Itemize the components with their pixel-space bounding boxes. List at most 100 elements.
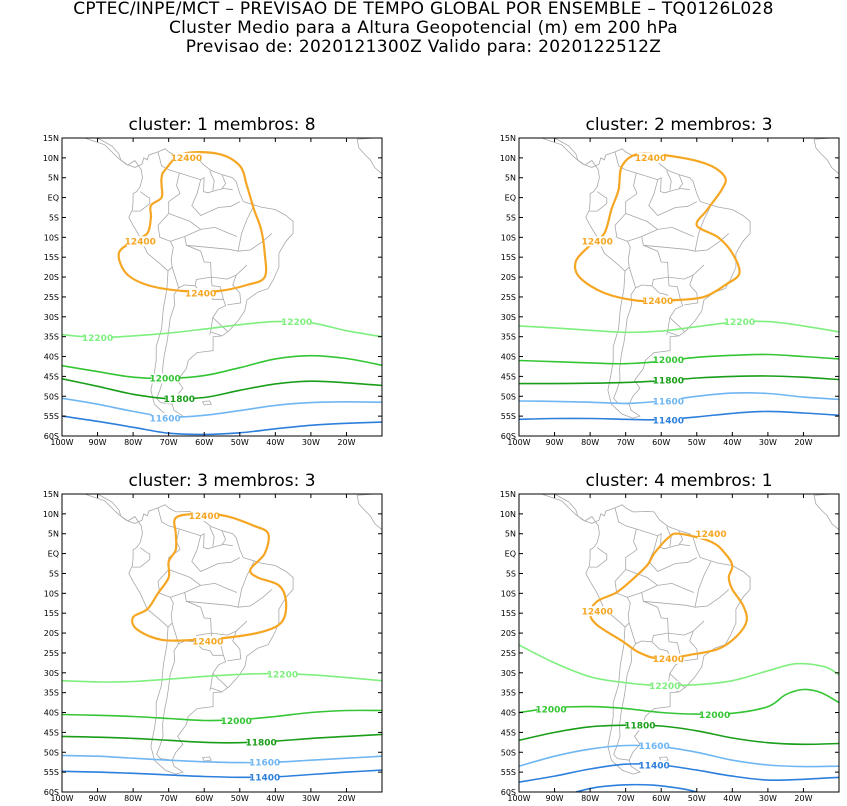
lat-label: 35S	[501, 333, 516, 342]
lat-label: 50S	[44, 392, 59, 401]
lat-label: 40S	[501, 709, 516, 718]
coastline	[519, 468, 565, 480]
contour-label-12000: 12000	[535, 706, 566, 716]
country-border	[209, 687, 223, 693]
contour-12200	[62, 320, 382, 339]
lon-label: 90W	[546, 794, 564, 803]
lat-label: 55S	[501, 768, 516, 777]
map-background	[62, 138, 382, 436]
country-border	[636, 528, 690, 550]
contour-label-bg	[165, 393, 193, 404]
contour-label-bg	[640, 760, 668, 771]
lon-label: 40W	[266, 438, 284, 447]
coastline	[356, 494, 382, 531]
lat-label: EQ	[505, 550, 516, 559]
country-border	[168, 569, 201, 586]
contour-label-11800: 11800	[624, 722, 655, 732]
map-frame	[61, 493, 383, 793]
lon-label: 30W	[302, 794, 320, 803]
lat-label: 15N	[43, 490, 59, 499]
panel-title: cluster: 4 membros: 1	[585, 471, 772, 491]
coastline	[813, 494, 839, 531]
contour-label-12400: 12400	[582, 238, 613, 248]
lon-label: 90W	[89, 794, 107, 803]
lon-label: 100W	[50, 438, 73, 447]
contour-label-bg	[654, 396, 682, 407]
lat-label: 55S	[44, 768, 59, 777]
lat-label: 20S	[44, 629, 59, 638]
country-border	[589, 547, 608, 568]
country-border	[209, 331, 223, 337]
lon-label: 60W	[195, 438, 213, 447]
lat-label: EQ	[505, 194, 516, 203]
contour-12400	[131, 512, 288, 642]
map-panel-cluster-4: cluster: 4 membros: 1 12400 12400 12400 1220…	[500, 468, 840, 803]
coastline	[659, 756, 669, 762]
header-line-2: Cluster Medio para a Altura Geopotencial…	[168, 18, 679, 38]
contour-11400	[519, 763, 839, 783]
contour-label-11800: 11800	[653, 377, 684, 387]
lat-label: 20S	[501, 629, 516, 638]
map-frame	[61, 137, 383, 437]
lat-label: 45S	[501, 728, 516, 737]
lat-label: 10S	[44, 233, 59, 242]
contour-12200	[519, 644, 839, 687]
lon-label: 80W	[581, 794, 599, 803]
contour-label-bg	[644, 295, 672, 306]
lon-label: 70W	[160, 794, 178, 803]
lon-label: 70W	[160, 438, 178, 447]
lat-label: 45S	[44, 372, 59, 381]
contour-label-12400: 12400	[582, 608, 613, 618]
lon-label: 70W	[617, 794, 635, 803]
contour-label-12200: 12200	[281, 318, 312, 328]
contour-label-12000: 12000	[699, 711, 730, 721]
lat-label: 50S	[44, 748, 59, 757]
lon-label: 20W	[337, 438, 355, 447]
lon-label: 50W	[231, 794, 249, 803]
contour-label-12400: 12400	[125, 238, 156, 248]
contour-label-11800: 11800	[245, 739, 276, 749]
contour-12000	[62, 709, 382, 722]
contour-label-bg	[626, 720, 654, 731]
contour-label-bg	[187, 287, 215, 298]
country-border	[627, 591, 686, 689]
panel-title: cluster: 3 membros: 3	[128, 471, 315, 491]
coastline	[62, 468, 108, 480]
lat-label: 10N	[500, 510, 516, 519]
map-content: 12400 12400 12400 12200 12200 12000 11800 11600	[62, 138, 382, 436]
country-border	[184, 226, 238, 237]
map-panel-cluster-1: cluster: 1 membros: 8 12400 12400 12400 1220…	[43, 115, 383, 447]
contour-label-11600: 11600	[149, 414, 180, 424]
contour-label-12000: 12000	[653, 356, 684, 366]
lon-label: 80W	[124, 438, 142, 447]
lon-label: 60W	[652, 794, 670, 803]
country-border	[589, 191, 608, 212]
contour-label-11800: 11800	[164, 395, 195, 405]
contour-label-bg	[654, 415, 682, 426]
country-border	[627, 235, 686, 333]
contour-label-bg	[583, 606, 611, 617]
country-border	[641, 582, 695, 593]
lat-label: EQ	[48, 194, 59, 203]
lat-label: 20S	[501, 273, 516, 282]
lat-label: 35S	[44, 689, 59, 698]
coastline	[356, 138, 382, 175]
contour-label-bg	[651, 680, 679, 691]
panel-title: cluster: 2 membros: 3	[585, 115, 772, 135]
contour-label-12400: 12400	[185, 289, 216, 299]
country-border	[678, 174, 684, 189]
panel-title: cluster: 1 membros: 8	[128, 115, 315, 135]
contour-11800	[62, 378, 382, 400]
country-border	[666, 526, 672, 547]
lon-label: 40W	[723, 794, 741, 803]
lon-label: 60W	[195, 794, 213, 803]
contour-12200	[519, 320, 839, 334]
country-border	[666, 170, 672, 191]
coastline	[62, 138, 294, 419]
contour-label-bg	[697, 528, 725, 539]
lon-label: 40W	[266, 794, 284, 803]
country-border	[684, 264, 705, 306]
contour-label-bg	[190, 510, 218, 521]
contour-label-12400: 12400	[189, 512, 220, 522]
country-border	[667, 317, 671, 332]
